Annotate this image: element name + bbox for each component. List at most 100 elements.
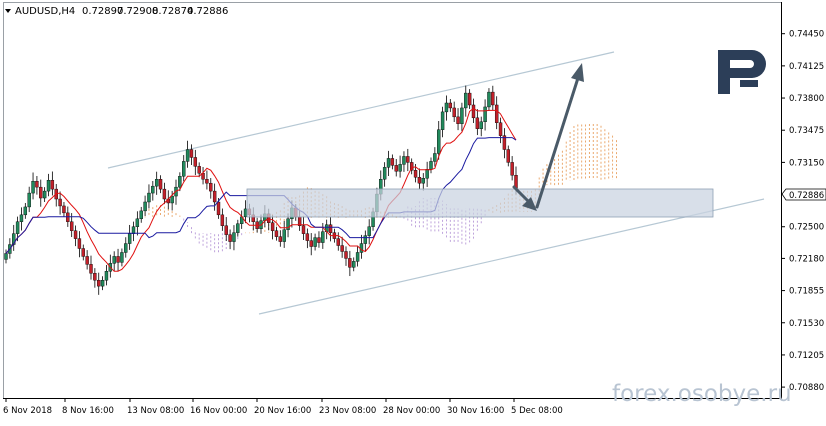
candle-bear bbox=[189, 149, 194, 158]
y-tick-label: 0.71205 bbox=[789, 351, 824, 361]
candle-bull bbox=[444, 102, 449, 113]
price-axis: 0.74450 0.74125 0.73800 0.73475 0.73150 0.728… bbox=[781, 30, 824, 393]
candle-bull bbox=[27, 192, 31, 208]
arrow-up-leg bbox=[535, 76, 580, 209]
y-tick-label: 0.74450 bbox=[789, 30, 824, 40]
candle-bull bbox=[243, 208, 248, 218]
candle-bear bbox=[77, 238, 82, 249]
candle-bull bbox=[363, 235, 368, 244]
logo-r-icon bbox=[718, 50, 766, 94]
candle-bear bbox=[301, 225, 306, 234]
y-tick-label: 0.73475 bbox=[789, 126, 824, 136]
candle-bull bbox=[359, 243, 364, 253]
candle-bull bbox=[42, 190, 47, 199]
candle-bear bbox=[197, 166, 201, 174]
candle-bear bbox=[62, 205, 66, 214]
candle-bull bbox=[440, 111, 445, 130]
y-tick-label: 0.73800 bbox=[789, 94, 824, 104]
candle-bear bbox=[278, 236, 283, 242]
candle-bear bbox=[162, 188, 167, 200]
low-value: 0.72874 bbox=[152, 6, 193, 17]
candle-bull bbox=[104, 271, 109, 281]
channel-lower-line bbox=[258, 198, 765, 315]
candle-bear bbox=[97, 279, 101, 287]
candle-bear bbox=[228, 234, 232, 242]
candle-bull bbox=[100, 279, 105, 287]
candle-bear bbox=[193, 157, 198, 167]
candle-bull bbox=[402, 156, 406, 165]
candle-bear bbox=[344, 251, 348, 259]
candle-bear bbox=[93, 273, 97, 281]
candle-bear bbox=[270, 222, 275, 231]
candle-bull bbox=[367, 226, 371, 236]
open-value: 0.72897 bbox=[82, 6, 123, 17]
candle-bull bbox=[19, 214, 24, 222]
candle-bear bbox=[406, 156, 410, 163]
candle-bull bbox=[421, 178, 425, 184]
channel-upper-line bbox=[107, 51, 615, 169]
price-tag-box bbox=[781, 188, 826, 201]
candle-bull bbox=[386, 158, 391, 168]
price-channel bbox=[107, 51, 765, 315]
candle-bear bbox=[394, 165, 398, 172]
candle-bull bbox=[483, 106, 487, 123]
forecast-arrows bbox=[512, 63, 584, 211]
candle-bull bbox=[182, 161, 186, 177]
candle-bear bbox=[409, 162, 414, 171]
candle-bear bbox=[309, 240, 313, 247]
candle-bear bbox=[494, 104, 499, 123]
candle-bull bbox=[15, 221, 20, 234]
tenkan-sen-line bbox=[5, 107, 517, 272]
candle-bull bbox=[460, 107, 464, 124]
candle-bear bbox=[471, 104, 476, 119]
candle-bear bbox=[50, 180, 55, 190]
candle-bear bbox=[510, 162, 514, 176]
candle-bear bbox=[348, 258, 352, 268]
x-tick-label: 30 Nov 16:00 bbox=[447, 406, 504, 416]
candle-bear bbox=[340, 245, 344, 252]
candle-bull bbox=[382, 167, 387, 180]
candle-bear bbox=[116, 256, 120, 263]
candle-bear bbox=[456, 116, 460, 124]
candle-bull bbox=[12, 233, 16, 245]
candle-bear bbox=[58, 198, 62, 207]
y-tick-label: 0.72500 bbox=[789, 223, 824, 233]
price-tag-label: 0.72886 bbox=[789, 191, 824, 201]
current-price-tag: 0.72886 bbox=[781, 188, 826, 201]
candle-bull bbox=[425, 169, 429, 179]
candle-bull bbox=[127, 233, 132, 244]
candle-bear bbox=[35, 180, 39, 188]
candle-bull bbox=[437, 129, 441, 154]
x-tick-label: 13 Nov 08:00 bbox=[127, 406, 184, 416]
candle-bear bbox=[216, 201, 221, 216]
brand-logo bbox=[718, 50, 766, 94]
candle-bear bbox=[274, 230, 279, 237]
x-tick-label: 20 Nov 16:00 bbox=[254, 406, 311, 416]
candle-bull bbox=[433, 153, 437, 162]
arrow-up-head bbox=[571, 63, 584, 82]
candle-bull bbox=[170, 195, 174, 204]
candle-bull bbox=[23, 206, 28, 216]
collapse-triangle-icon[interactable] bbox=[5, 9, 11, 13]
candle-bull bbox=[398, 164, 402, 172]
candle-bull bbox=[46, 180, 51, 192]
candle-bull bbox=[487, 91, 491, 108]
candle-bear bbox=[502, 135, 507, 150]
candle-bear bbox=[417, 177, 422, 184]
candle-bull bbox=[120, 252, 124, 263]
candle-bull bbox=[31, 180, 35, 194]
x-tick-label: 28 Nov 00:00 bbox=[383, 406, 440, 416]
candle-bear bbox=[475, 117, 480, 129]
candle-bull bbox=[139, 210, 143, 220]
candle-bull bbox=[352, 261, 356, 268]
candle-bear bbox=[448, 102, 453, 109]
candle-bear bbox=[85, 256, 89, 265]
y-tick-label: 0.71855 bbox=[789, 287, 824, 297]
candlestick-series bbox=[4, 85, 518, 295]
y-tick-label: 0.73150 bbox=[789, 158, 824, 168]
candle-bear bbox=[158, 179, 163, 190]
candle-bull bbox=[154, 179, 159, 187]
candle-bull bbox=[282, 229, 286, 242]
